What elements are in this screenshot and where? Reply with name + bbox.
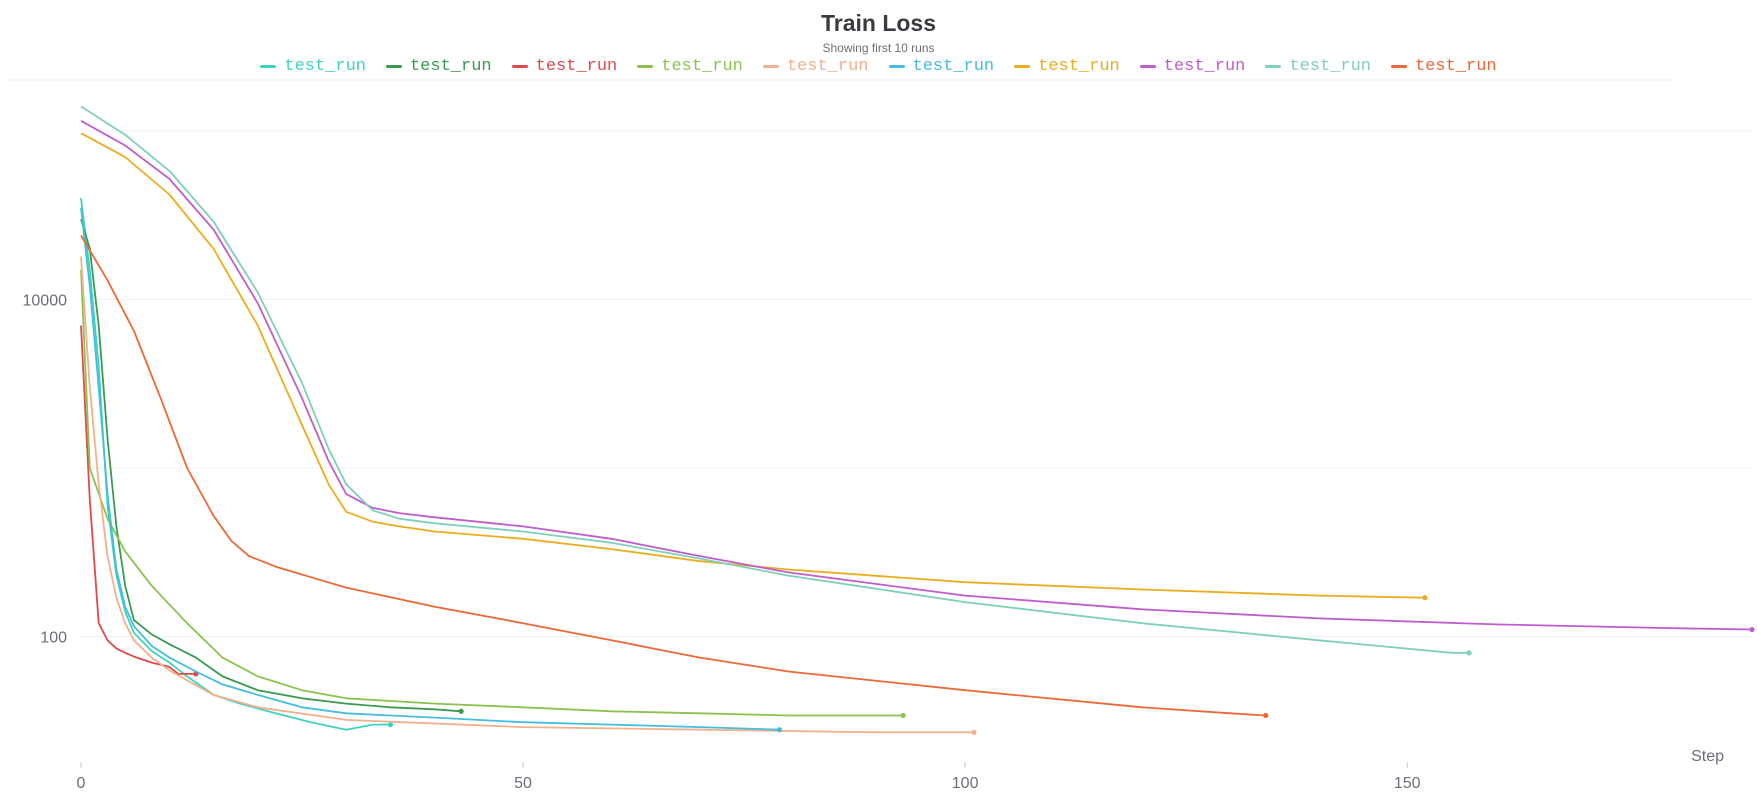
- legend-label: test_run: [912, 57, 995, 76]
- legend-swatch: [1139, 65, 1156, 68]
- x-tick-label: 50: [514, 775, 532, 792]
- legend-label: test_run: [1038, 57, 1120, 76]
- legend-item[interactable]: test_run: [1139, 57, 1246, 76]
- legend-swatch: [762, 65, 779, 68]
- series-end-point: [776, 727, 783, 733]
- series-lines: [80, 105, 1755, 735]
- legend-swatch: [1265, 65, 1282, 68]
- series-end-point: [1422, 595, 1428, 601]
- legend-item[interactable]: test_run: [637, 57, 743, 76]
- legend-item[interactable]: test_run: [386, 57, 492, 76]
- legend-item[interactable]: test_run: [762, 57, 869, 76]
- series-end-point: [900, 712, 906, 719]
- legend-swatch: [1391, 65, 1407, 68]
- series-end-point: [1263, 712, 1269, 719]
- legend-item[interactable]: test_run: [888, 57, 995, 76]
- legend-item[interactable]: test_run: [1391, 57, 1497, 76]
- legend-swatch: [511, 65, 528, 68]
- series-line[interactable]: [80, 105, 1470, 654]
- series-line[interactable]: [80, 256, 974, 734]
- legend-swatch: [386, 65, 402, 68]
- y-tick-label: 100: [40, 630, 67, 647]
- series-line[interactable]: [80, 197, 391, 731]
- x-axis-label: Step: [1691, 748, 1724, 765]
- series-end-point: [971, 729, 977, 735]
- legend-item[interactable]: test_run: [1014, 57, 1120, 76]
- legend-label: test_run: [535, 57, 618, 76]
- series-line[interactable]: [80, 132, 1425, 599]
- legend-label: test_run: [1415, 57, 1497, 76]
- legend-item[interactable]: test_run: [1265, 57, 1371, 76]
- legend-label: test_run: [410, 57, 492, 76]
- x-tick-label: 150: [1394, 775, 1421, 792]
- legend-item[interactable]: test_run: [511, 57, 618, 76]
- y-tick-label: 10000: [23, 293, 68, 310]
- legend-swatch: [1014, 65, 1031, 68]
- chart-subtitle: Showing first 10 runs: [822, 41, 935, 55]
- series-end-point: [387, 722, 394, 728]
- x-tick-label: 100: [952, 775, 979, 792]
- legend-label: test_run: [786, 57, 869, 76]
- series-end-point: [1749, 626, 1755, 633]
- grid-lines: [81, 130, 1752, 638]
- legend-label: test_run: [1163, 57, 1246, 76]
- series-end-point: [458, 708, 464, 714]
- legend-item[interactable]: test_run: [260, 57, 366, 76]
- chart-title: Train Loss: [820, 10, 937, 36]
- legend-label: test_run: [661, 57, 743, 76]
- legend-swatch: [888, 65, 905, 68]
- series-line[interactable]: [80, 218, 462, 713]
- legend-swatch: [637, 65, 654, 68]
- legend-label: test_run: [1289, 57, 1371, 76]
- series-line[interactable]: [80, 235, 1266, 717]
- series-line[interactable]: [80, 269, 904, 717]
- series-end-point: [1466, 650, 1472, 656]
- x-tick-label: 0: [77, 775, 86, 792]
- axes: 100 10000 0 50 100 150: [23, 293, 1421, 792]
- legend-label: test_run: [284, 57, 366, 76]
- legend: test_run test_run test_run test_run test_run…: [0, 57, 1757, 76]
- series-line[interactable]: [80, 120, 1753, 631]
- series-line[interactable]: [80, 207, 780, 731]
- legend-swatch: [260, 65, 277, 68]
- series-line[interactable]: [80, 325, 196, 675]
